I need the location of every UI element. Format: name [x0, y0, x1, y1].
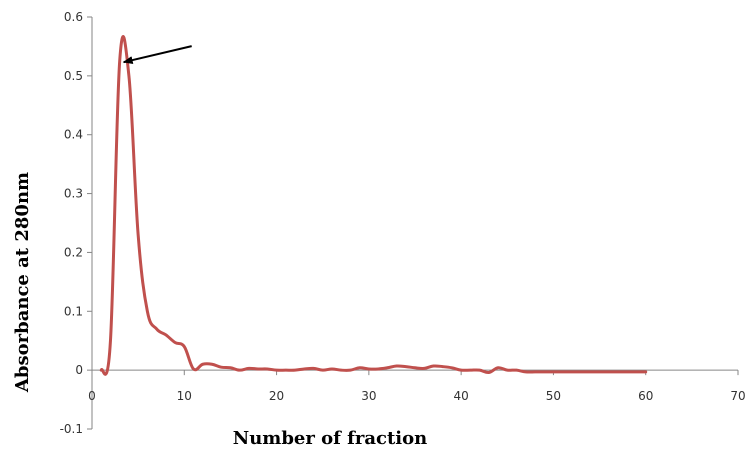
- peak-arrow: [124, 46, 192, 62]
- series-line: [101, 37, 645, 375]
- x-tick-label: 0: [88, 389, 96, 403]
- x-tick-label: 30: [361, 389, 376, 403]
- x-axis-title: Number of fraction: [233, 428, 427, 449]
- y-tick-label: 0.5: [64, 69, 83, 83]
- y-tick-label: 0.6: [64, 10, 83, 24]
- x-tick-label: 50: [546, 389, 561, 403]
- y-tick-label: 0.2: [64, 245, 83, 259]
- x-tick-label: 60: [638, 389, 653, 403]
- y-tick-label: 0: [75, 363, 83, 377]
- x-tick-label: 10: [177, 389, 192, 403]
- y-tick-label: 0.4: [64, 128, 83, 142]
- y-tick-label: 0.1: [64, 304, 83, 318]
- y-tick-label: 0.3: [64, 187, 83, 201]
- x-tick-label: 70: [730, 389, 745, 403]
- y-axis-title: Absorbance at 280nm: [12, 172, 33, 393]
- y-tick-label: -0.1: [60, 422, 83, 436]
- x-tick-label: 40: [454, 389, 469, 403]
- x-tick-label: 20: [269, 389, 284, 403]
